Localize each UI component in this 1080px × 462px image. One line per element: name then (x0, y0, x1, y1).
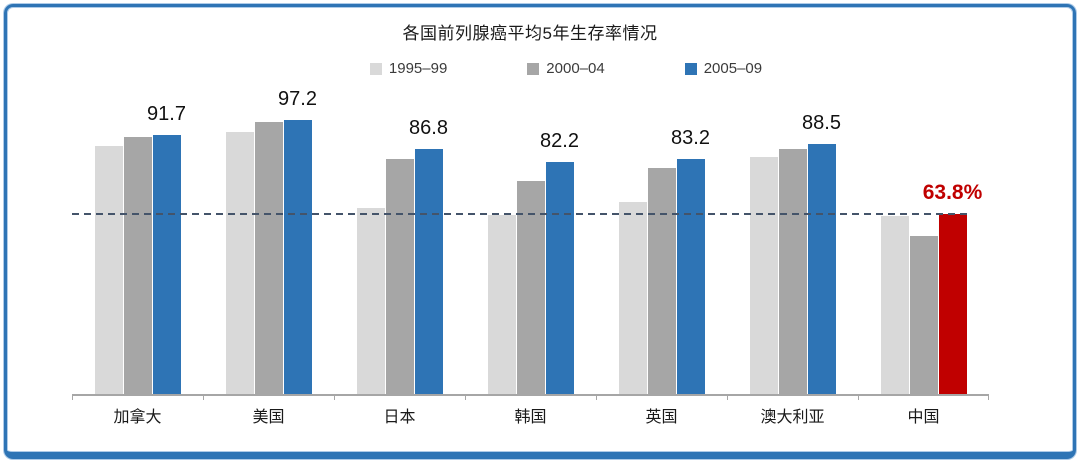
value-label-澳大利亚: 88.5 (802, 112, 841, 135)
bar-加拿大-1995–99 (94, 145, 123, 394)
axis-tick (596, 394, 597, 400)
value-label-英国: 83.2 (671, 127, 710, 150)
legend-item-2000–04: 2000–04 (527, 60, 605, 77)
axis-tick (858, 394, 859, 400)
bar-澳大利亚-2005–09 (807, 144, 836, 394)
legend-label: 2005–09 (703, 60, 763, 77)
legend-swatch-icon (527, 62, 540, 75)
bar-group-加拿大: 91.7 (72, 103, 203, 394)
bar-group-澳大利亚: 88.5 (727, 112, 858, 394)
category-label-美国: 美国 (252, 409, 285, 426)
category-label-英国: 英国 (645, 409, 678, 426)
bar-日本-2000–04 (385, 158, 414, 394)
bar-group-日本: 86.8 (334, 112, 465, 394)
category-label-中国: 中国 (907, 409, 940, 426)
legend-swatch-icon (369, 62, 382, 75)
legend-item-2005–09: 2005–09 (684, 60, 763, 77)
category-label-韩国: 韩国 (514, 409, 547, 426)
category-label-日本: 日本 (383, 409, 416, 426)
bar-美国-2000–04 (254, 122, 283, 394)
plot-area: 91.7 97.2 86.8 82.2 83.2 88.5 63.8% 加拿大 美国 日本 韩国 英… (72, 88, 989, 426)
legend-swatch-icon (684, 62, 697, 75)
value-label-日本: 86.8 (409, 117, 448, 140)
bar-英国-2000–04 (647, 167, 676, 394)
axis-tick (203, 394, 204, 400)
axis-tick (988, 394, 989, 400)
legend-label: 2000–04 (546, 60, 605, 77)
bar-澳大利亚-2000–04 (778, 148, 807, 394)
bar-美国-1995–99 (225, 131, 254, 394)
bar-group-英国: 83.2 (596, 112, 727, 394)
bar-中国-2005–09 (938, 214, 967, 394)
bar-英国-2005–09 (676, 159, 705, 394)
axis-tick (72, 394, 73, 400)
bar-韩国-2000–04 (516, 181, 545, 394)
bar-日本-2005–09 (414, 149, 443, 394)
bar-美国-2005–09 (283, 119, 312, 394)
bar-加拿大-2000–04 (123, 137, 152, 394)
bar-中国-2000–04 (909, 236, 938, 394)
axis-tick (465, 394, 466, 400)
bar-groups: 91.7 97.2 86.8 82.2 83.2 88.5 63.8% (72, 88, 989, 394)
value-label-加拿大: 91.7 (147, 103, 186, 126)
chart-title: 各国前列腺癌平均5年生存率情况 (402, 24, 658, 43)
axis-tick (334, 394, 335, 400)
category-label-加拿大: 加拿大 (113, 409, 162, 426)
chart-legend: 1995–99 2000–04 2005–09 (70, 60, 990, 77)
bar-group-美国: 97.2 (203, 88, 334, 394)
bar-澳大利亚-1995–99 (749, 157, 778, 394)
bar-韩国-2005–09 (545, 162, 574, 394)
value-label-中国: 63.8% (922, 181, 983, 205)
axis-tick (727, 394, 728, 400)
bar-韩国-1995–99 (487, 214, 516, 394)
legend-label: 1995–99 (388, 60, 448, 77)
bar-英国-1995–99 (618, 202, 647, 394)
bar-group-中国: 63.8% (858, 112, 989, 394)
bar-日本-1995–99 (356, 207, 385, 394)
bar-加拿大-2005–09 (152, 135, 181, 394)
value-label-美国: 97.2 (278, 87, 317, 110)
bar-group-韩国: 82.2 (465, 112, 596, 394)
bar-中国-1995–99 (880, 216, 909, 394)
legend-item-1995–99: 1995–99 (369, 60, 448, 77)
value-label-韩国: 82.2 (540, 130, 579, 153)
reference-dashed-line (72, 213, 967, 216)
category-label-澳大利亚: 澳大利亚 (760, 409, 825, 426)
